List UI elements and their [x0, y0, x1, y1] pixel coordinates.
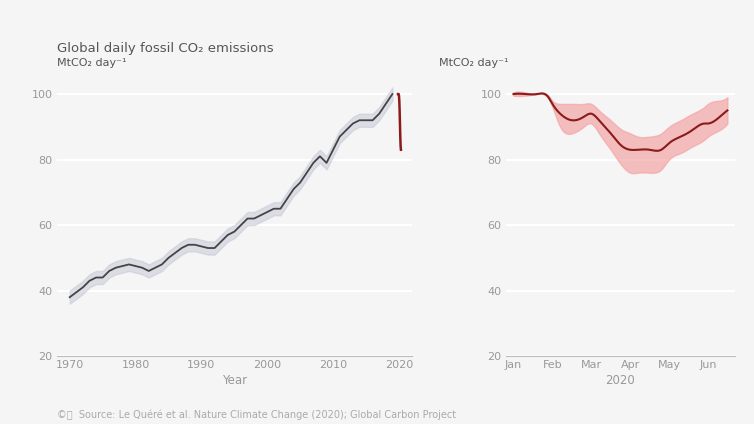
- X-axis label: 2020: 2020: [605, 374, 636, 388]
- Text: MtCO₂ day⁻¹: MtCO₂ day⁻¹: [57, 58, 126, 68]
- Text: Global daily fossil CO₂ emissions: Global daily fossil CO₂ emissions: [57, 42, 273, 55]
- Text: MtCO₂ day⁻¹: MtCO₂ day⁻¹: [439, 58, 508, 68]
- Text: ©ⓘ  Source: Le Quéré et al. Nature Climate Change (2020); Global Carbon Project: ©ⓘ Source: Le Quéré et al. Nature Climat…: [57, 409, 455, 420]
- X-axis label: Year: Year: [222, 374, 247, 388]
